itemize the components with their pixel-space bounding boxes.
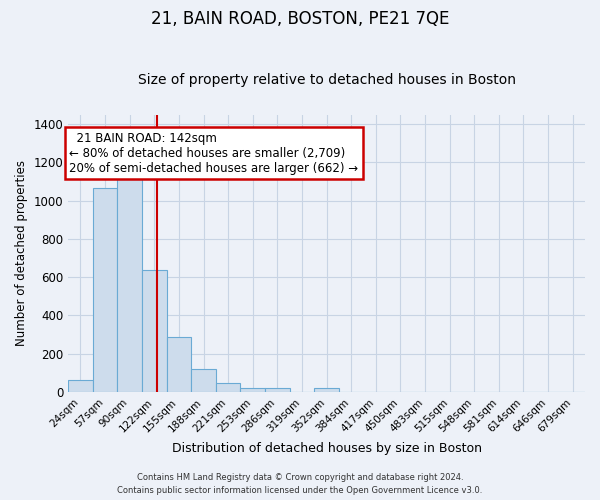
Text: 21 BAIN ROAD: 142sqm  
← 80% of detached houses are smaller (2,709)
20% of semi-: 21 BAIN ROAD: 142sqm ← 80% of detached h… xyxy=(70,132,359,175)
Text: Contains HM Land Registry data © Crown copyright and database right 2024.
Contai: Contains HM Land Registry data © Crown c… xyxy=(118,474,482,495)
Bar xyxy=(314,388,339,392)
Bar xyxy=(216,383,241,392)
Bar xyxy=(241,388,265,392)
Y-axis label: Number of detached properties: Number of detached properties xyxy=(15,160,28,346)
Title: Size of property relative to detached houses in Boston: Size of property relative to detached ho… xyxy=(137,73,515,87)
Bar xyxy=(68,380,93,392)
Bar xyxy=(265,388,290,392)
Bar xyxy=(93,188,118,392)
Text: 21, BAIN ROAD, BOSTON, PE21 7QE: 21, BAIN ROAD, BOSTON, PE21 7QE xyxy=(151,10,449,28)
X-axis label: Distribution of detached houses by size in Boston: Distribution of detached houses by size … xyxy=(172,442,482,455)
Bar xyxy=(118,171,142,392)
Bar xyxy=(191,369,216,392)
Bar xyxy=(167,338,191,392)
Bar xyxy=(142,270,167,392)
